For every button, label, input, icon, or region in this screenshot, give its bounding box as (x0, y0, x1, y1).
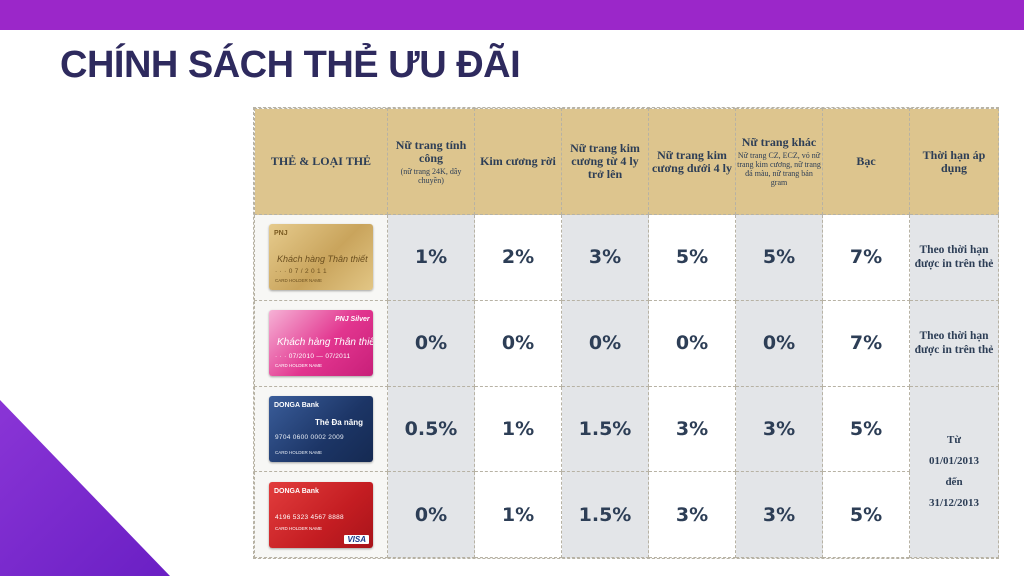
value-cell: 0% (387, 299, 475, 387)
period-from-label: Từ (947, 433, 961, 446)
card-cell: PNJ Silver Khách hàng Thân thiết · · · 0… (254, 299, 388, 387)
period-start-date: 01/01/2013 (928, 454, 980, 467)
visa-logo: VISA (344, 534, 369, 544)
slide-title: CHÍNH SÁCH THẺ ƯU ĐÃI (60, 44, 521, 86)
card-brand: PNJ (274, 230, 288, 238)
value-cell: 0% (735, 299, 823, 387)
value-cell: 2% (474, 214, 562, 301)
pnj-gold-card-image: PNJ Khách hàng Thân thiết · · · 0 7 / 2 … (269, 224, 373, 291)
donga-visa-card-image: DONGA Bank 4196 5323 4567 8888 CARD HOLD… (269, 481, 373, 548)
donga-multi-card-image: DONGA Bank Thẻ Đa năng 9704 0600 0002 20… (269, 395, 373, 462)
header-other-jewelry: Nữ trang khác Nữ trang CZ, ECZ, vỏ nữ tra… (735, 108, 823, 215)
top-accent-bar (0, 0, 1024, 30)
card-holder: CARD HOLDER NAME (275, 278, 323, 284)
table-row: DONGA Bank Thẻ Đa năng 9704 0600 0002 20… (254, 385, 999, 558)
card-number: 4196 5323 4567 8888 (275, 513, 344, 521)
card-brand: PNJ Silver (335, 316, 370, 324)
table-row: PNJ Khách hàng Thân thiết · · · 0 7 / 2 … (254, 214, 999, 301)
value-cell: 3% (648, 385, 736, 473)
header-diamond-over-4ly: Nữ trang kim cương từ 4 ly trở lên (561, 108, 649, 215)
table-row: DONGA Bank 4196 5323 4567 8888 CARD HOLD… (254, 471, 999, 558)
card-policy-table: THẺ & LOẠI THẺ Nữ trang tính công (nữ tra… (253, 107, 999, 559)
value-cell: 5% (735, 214, 823, 301)
header-card-type: THẺ & LOẠI THẺ (254, 108, 388, 215)
value-cell: 5% (822, 471, 910, 558)
value-cell: 1% (474, 385, 562, 473)
period-cell: Theo thời hạn được in trên thẻ (909, 214, 999, 301)
card-number: 9704 0600 0002 2009 (275, 433, 344, 441)
card-label: Khách hàng Thân thiết (277, 337, 373, 349)
card-cell: PNJ Khách hàng Thân thiết · · · 0 7 / 2 … (254, 214, 388, 301)
value-cell: 3% (735, 385, 823, 473)
card-number: · · · 07/2010 — 07/2011 (275, 353, 351, 361)
card-label: Khách hàng Thân thiết (277, 254, 368, 265)
value-cell: 3% (735, 471, 823, 558)
value-cell: 0.5% (387, 385, 475, 473)
value-cell: 5% (822, 385, 910, 473)
value-cell: 7% (822, 214, 910, 301)
value-cell: 3% (648, 471, 736, 558)
value-cell: 0% (387, 471, 475, 558)
corner-decoration (0, 400, 170, 576)
card-cell: DONGA Bank Thẻ Đa năng 9704 0600 0002 20… (254, 385, 388, 473)
header-row: THẺ & LOẠI THẺ Nữ trang tính công (nữ tra… (254, 108, 999, 215)
card-holder: CARD HOLDER NAME (275, 525, 323, 531)
card-number: · · · 0 7 / 2 0 1 1 (275, 268, 327, 276)
period-to-label: đến (945, 475, 963, 488)
header-labor-jewelry: Nữ trang tính công (nữ trang 24K, dây chu… (387, 108, 475, 215)
table-row: PNJ Silver Khách hàng Thân thiết · · · 0… (254, 299, 999, 387)
period-cell-shared: Từ 01/01/2013 đến 31/12/2013 (909, 385, 999, 558)
value-cell: 1.5% (561, 471, 649, 558)
header-period: Thời hạn áp dụng (909, 108, 999, 215)
card-cell: DONGA Bank 4196 5323 4567 8888 CARD HOLD… (254, 471, 388, 558)
pnj-silver-card-image: PNJ Silver Khách hàng Thân thiết · · · 0… (269, 310, 373, 377)
value-cell: 1% (474, 471, 562, 558)
value-cell: 0% (648, 299, 736, 387)
header-silver: Bạc (822, 108, 910, 215)
card-brand: DONGA Bank (274, 401, 319, 409)
value-cell: 1.5% (561, 385, 649, 473)
value-cell: 7% (822, 299, 910, 387)
period-cell: Theo thời hạn được in trên thẻ (909, 299, 999, 387)
value-cell: 0% (561, 299, 649, 387)
card-brand: DONGA Bank (274, 487, 319, 495)
header-loose-diamond: Kim cương rời (474, 108, 562, 215)
header-diamond-under-4ly: Nữ trang kim cương dưới 4 ly (648, 108, 736, 215)
period-end-date: 31/12/2013 (928, 496, 980, 509)
card-label: Thẻ Đa năng (315, 417, 364, 427)
card-holder: CARD HOLDER NAME (275, 363, 323, 369)
value-cell: 0% (474, 299, 562, 387)
value-cell: 3% (561, 214, 649, 301)
value-cell: 5% (648, 214, 736, 301)
value-cell: 1% (387, 214, 475, 301)
card-holder: CARD HOLDER NAME (275, 449, 323, 455)
